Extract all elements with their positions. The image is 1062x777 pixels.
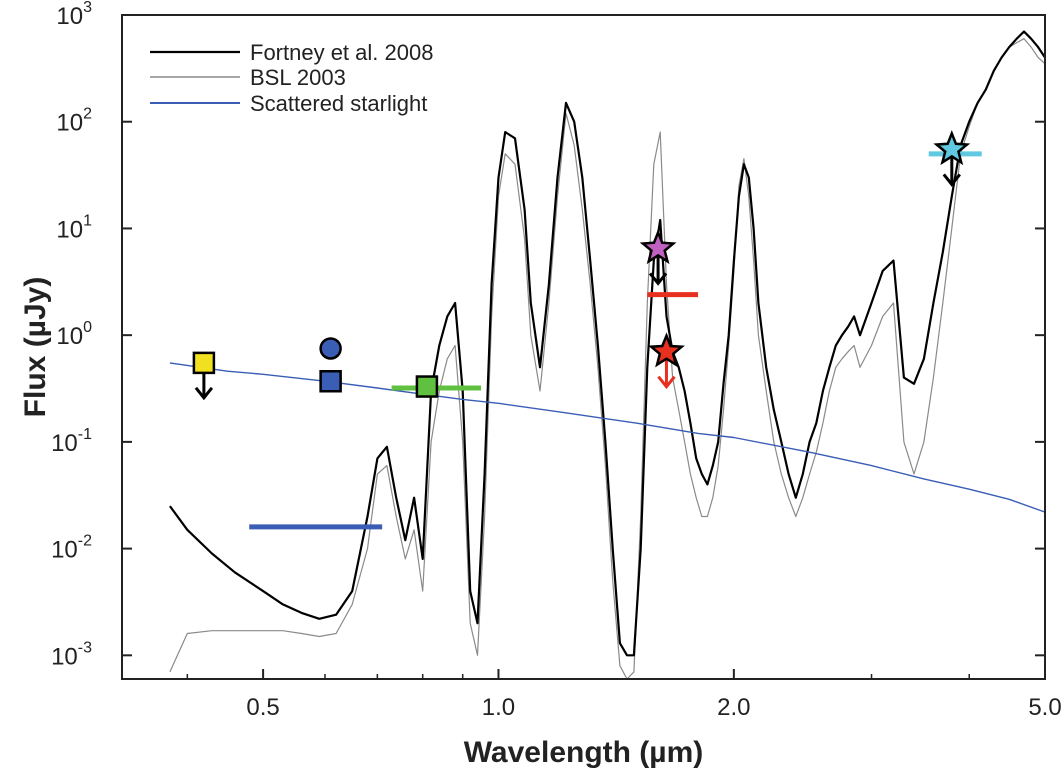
upper-limit-arrowhead — [648, 272, 668, 286]
legend-label-bsl: BSL 2003 — [250, 65, 346, 90]
y-tick-label: 101 — [56, 212, 92, 243]
x-tick-label: 2.0 — [717, 694, 750, 721]
legend: Fortney et al. 2008 BSL 2003 Scattered s… — [150, 40, 433, 116]
series-line-1 — [169, 38, 1046, 680]
tick-layer: 0.5 1.0 2.0 5.0 10-3 10-2 10-1 100 101 102 103 — [51, 0, 1062, 721]
x-tick-label: 1.0 — [482, 694, 515, 721]
legend-label-fortney: Fortney et al. 2008 — [250, 40, 433, 65]
y-tick-label: 10-3 — [51, 639, 92, 670]
y-tick-label: 103 — [56, 0, 92, 30]
legend-label-scattered: Scattered starlight — [250, 91, 427, 116]
y-tick-label: 10-2 — [51, 533, 92, 564]
observation-star — [639, 229, 677, 265]
y-tick-label: 10-1 — [51, 426, 92, 457]
series-line-2 — [169, 362, 1046, 513]
observation-star — [933, 129, 971, 166]
series-layer — [169, 30, 1046, 680]
observation-star — [647, 332, 685, 368]
observations-layer — [192, 129, 982, 530]
observation-circle — [319, 337, 342, 360]
y-tick-label: 102 — [56, 106, 92, 137]
observation-square — [192, 351, 216, 375]
observation-square — [319, 369, 342, 393]
x-axis-title: Wavelength (µm) — [464, 736, 704, 769]
plot-frame — [121, 14, 1046, 680]
observation-square — [415, 375, 439, 398]
x-tick-label: 0.5 — [246, 694, 279, 721]
series-line-0 — [169, 30, 1046, 657]
upper-limit-arrowhead — [657, 375, 676, 390]
upper-limit-arrowhead — [194, 386, 214, 401]
y-axis-title: Flux (µJy) — [19, 277, 52, 418]
upper-limit-arrowhead — [942, 173, 961, 187]
x-tick-label: 5.0 — [1028, 694, 1061, 721]
y-tick-label: 100 — [56, 319, 92, 350]
